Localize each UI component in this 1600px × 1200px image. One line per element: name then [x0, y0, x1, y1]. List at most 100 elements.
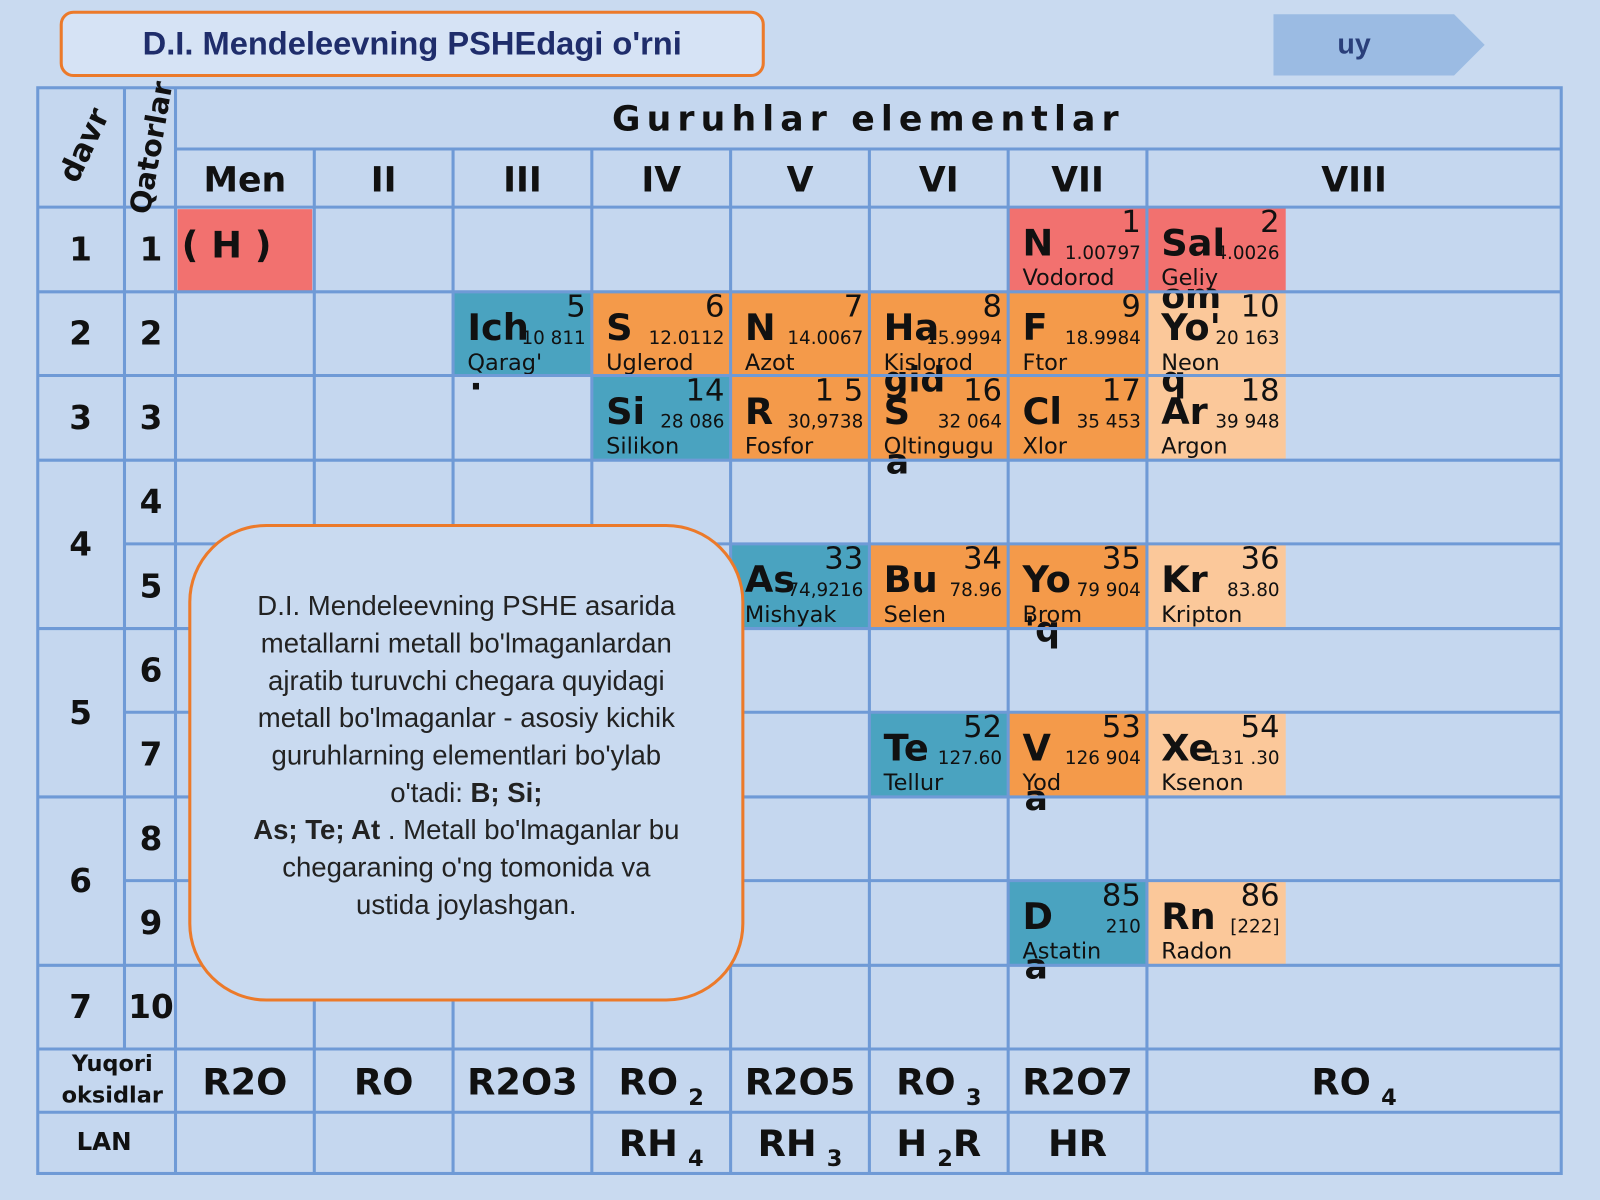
element-number: 1: [1121, 205, 1140, 240]
element-mass: 79 904: [1077, 580, 1141, 601]
note-line: guruhlarning elementlari bo'ylab: [272, 740, 662, 771]
note-line: ustida joylashgan.: [356, 889, 577, 920]
group-label: Men: [204, 161, 287, 201]
element-symbol: Yo': [1160, 306, 1221, 349]
oxide-formula-part: RO: [619, 1060, 679, 1103]
oxide-formula-part: R2O: [202, 1060, 287, 1103]
element-symbol: Sal: [1161, 221, 1225, 264]
oxide-formula: R2O: [202, 1060, 287, 1103]
element-number: 16: [963, 373, 1002, 408]
title-box: [59, 10, 765, 78]
hydride-formula-part: HR: [1048, 1121, 1107, 1164]
element-symbol: N: [1022, 221, 1053, 264]
element-number: 53: [1102, 710, 1141, 745]
oxide-formula-part: RO: [896, 1060, 956, 1103]
row-label: 3: [140, 399, 163, 437]
period-label: 1: [69, 231, 92, 269]
note-text: B; Si;: [471, 777, 543, 808]
element-mass: 12.0112: [649, 328, 725, 349]
element-cell: [1146, 712, 1286, 796]
hydride-formula: HR: [1048, 1121, 1107, 1164]
nav-button[interactable]: [1273, 14, 1485, 76]
element-name: Argon: [1161, 433, 1227, 459]
oxide-formula: R2O7: [1022, 1060, 1133, 1103]
hydride-formula-part: 2: [937, 1146, 953, 1172]
element-mass: 10 811: [521, 328, 585, 349]
group-label: V: [787, 161, 814, 201]
group-label: VII: [1051, 161, 1104, 201]
element-name: Uglerod: [606, 350, 693, 376]
element-mass: 127.60: [938, 748, 1002, 769]
oxide-formula-part: R2O3: [467, 1060, 578, 1103]
row-label: 6: [140, 651, 163, 689]
element-symbol: N: [745, 306, 776, 349]
element-name: Brom: [1022, 602, 1082, 628]
period-label: 3: [69, 399, 92, 437]
element-mass: 126 904: [1065, 748, 1141, 769]
row-label: 8: [140, 820, 163, 858]
group-label: II: [371, 161, 397, 201]
oxide-formula: R2O3: [467, 1060, 578, 1103]
element-number: 54: [1241, 710, 1280, 745]
row-label: 7: [140, 736, 163, 774]
element-symbol: V: [1022, 727, 1051, 770]
element-name: Silikon: [606, 433, 679, 459]
note-line: metall bo'lmaganlar - asosiy kichik: [258, 702, 675, 733]
period-label: 5: [69, 694, 92, 732]
oxide-formula-part: 4: [1381, 1084, 1397, 1110]
period-label: 4: [69, 525, 92, 563]
element-symbol: Xe: [1161, 727, 1213, 770]
element-cell: [869, 543, 1009, 628]
row-label: 9: [140, 904, 163, 942]
element-number: 5: [566, 290, 585, 325]
element-mass: 39 948: [1215, 411, 1279, 432]
element-mass: 74,9216: [787, 580, 863, 601]
element-symbol: Yo: [1021, 558, 1070, 601]
element-cell: [591, 291, 731, 376]
element-number: 35: [1102, 542, 1141, 577]
hydrogen-symbol: ( H ): [182, 223, 272, 266]
group-label: III: [503, 161, 542, 201]
element-name: Tellur: [883, 770, 944, 796]
oxide-formula-part: 3: [966, 1084, 982, 1110]
element-cell: [1008, 207, 1147, 291]
element-mass: 78.96: [949, 580, 1002, 601]
note-text: o'tadi:: [390, 777, 470, 808]
element-cell: [1146, 291, 1286, 376]
element-mass: [222]: [1230, 917, 1279, 938]
element-cell: [869, 712, 1009, 796]
element-cell: [730, 543, 870, 628]
note-line: ajratib turuvchi chegara quyidagi: [268, 665, 665, 696]
row-label: 10: [128, 988, 173, 1026]
row-label: 5: [140, 567, 163, 605]
note-text: As; Te; At: [253, 815, 380, 846]
hydride-formula-part: 4: [688, 1146, 704, 1172]
element-cell: [453, 291, 592, 376]
element-symbol: As: [745, 558, 795, 601]
element-symbol: S: [606, 306, 632, 349]
element-cell: [1146, 543, 1286, 628]
element-name: Selen: [884, 602, 946, 628]
element-name: Radon: [1161, 939, 1232, 965]
element-cell: [1146, 207, 1286, 291]
oxide-formula: RO: [354, 1060, 414, 1103]
note-line: metallarni metall bo'lmaganlardan: [261, 628, 672, 659]
oxide-label: oksidlar: [62, 1082, 163, 1108]
element-symbol: D: [1022, 895, 1052, 938]
element-mass: 18.9984: [1065, 328, 1141, 349]
group-title: Guruhlar elementlar: [612, 99, 1125, 139]
element-cell: [1008, 543, 1147, 628]
nav-button-label[interactable]: uy: [1337, 28, 1370, 60]
note-text: guruhlarning elementlari bo'ylab: [272, 740, 662, 771]
element-number: 52: [963, 710, 1002, 745]
element-mass: 20 163: [1215, 328, 1279, 349]
hydride-formula: RH 4: [619, 1121, 704, 1171]
period-label: 2: [69, 315, 92, 353]
element-name: Astatin: [1022, 939, 1101, 965]
oxide-label: Yuqori: [71, 1051, 153, 1077]
note-text: ustida joylashgan.: [356, 889, 577, 920]
element-name: Ftor: [1022, 350, 1067, 376]
element-cell: [1146, 375, 1286, 460]
element-mass: 35 453: [1077, 411, 1141, 432]
